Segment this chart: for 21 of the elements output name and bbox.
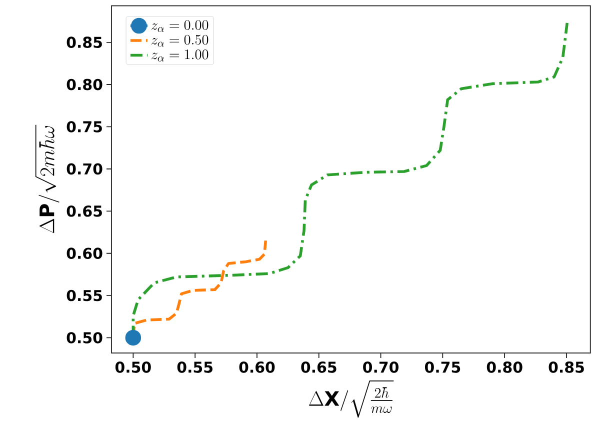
legend-label: $z_\alpha = 0.50$ <box>151 34 208 47</box>
legend-label: $z_\alpha = 1.00$ <box>151 50 208 62</box>
x-tick-label: 0.55 <box>177 362 212 373</box>
y-tick-label: 0.50 <box>66 332 102 344</box>
y-tick-label: 0.60 <box>66 248 102 259</box>
y-tick-label: 0.65 <box>66 205 102 217</box>
y-tick-label: 0.85 <box>66 36 102 48</box>
x-tick-label: 0.80 <box>486 362 522 373</box>
x-tick-label: 0.75 <box>424 362 460 373</box>
y-tick-label: 0.75 <box>66 121 102 132</box>
legend-label: $z_\alpha = 0.00$ <box>151 20 208 32</box>
y-tick-label: 0.70 <box>66 163 102 175</box>
x-tick-label: 0.60 <box>239 362 275 373</box>
x-tick-label: 0.70 <box>363 362 399 373</box>
x-tick-label: 0.85 <box>548 362 584 373</box>
x-tick-label: 0.50 <box>115 362 151 373</box>
y-axis-title: $\Delta \mathbf{P}/\sqrt{2m\hbar\omega}$ <box>35 124 60 234</box>
y-tick-label: 0.80 <box>66 78 102 90</box>
y-tick-label: 0.55 <box>66 290 102 302</box>
x-axis-title: $\Delta \mathbf{X}/\sqrt{\frac{2\hbar}{m\omega}}$ <box>309 380 394 418</box>
x-tick-label: 0.65 <box>301 362 336 373</box>
